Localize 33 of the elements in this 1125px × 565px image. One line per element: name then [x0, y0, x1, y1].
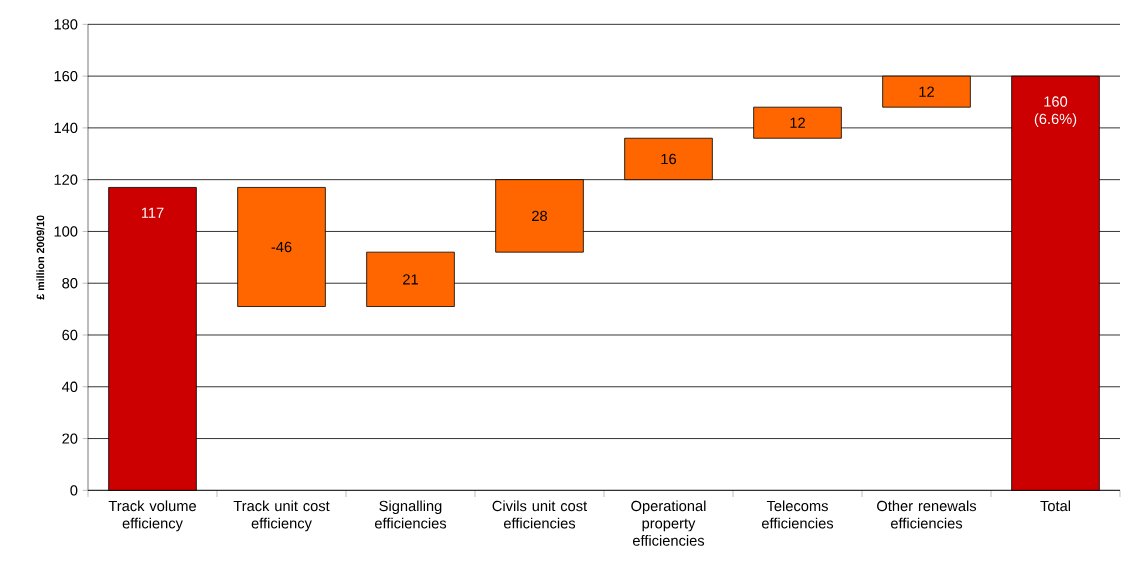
y-tick-label: 20 — [62, 433, 78, 444]
data-label: 16 — [661, 153, 677, 165]
y-tick-label: 0 — [70, 485, 78, 496]
y-tick-label: 160 — [54, 70, 78, 82]
x-tick-label: Other renewals efficiencies — [877, 500, 977, 529]
y-tick-label: 40 — [61, 381, 78, 392]
data-label: 28 — [532, 210, 548, 222]
data-label: 12 — [919, 86, 934, 97]
y-axis-title: £ million 2009/10 — [36, 215, 45, 300]
data-label: 160 (6.6%) — [1034, 96, 1077, 127]
bar — [882, 75, 971, 108]
x-tick-label: Track volume efficiency — [108, 500, 196, 532]
bar — [237, 187, 326, 307]
bar — [366, 251, 455, 307]
bar — [753, 106, 842, 139]
data-label: 117 — [141, 207, 164, 218]
x-tick-label: Operational property efficiencies — [631, 500, 706, 546]
y-tick-label: 120 — [54, 174, 78, 185]
y-tick-label: 60 — [62, 329, 78, 341]
x-tick-label: Total — [1040, 500, 1071, 512]
bar — [624, 137, 713, 181]
y-tick-label: 140 — [54, 122, 78, 134]
x-tick-label: Civils unit cost efficiencies — [492, 500, 588, 529]
y-tick-label: 80 — [62, 278, 78, 289]
x-tick-label: Track unit cost efficiency — [233, 500, 330, 532]
y-tick-label: 180 — [54, 19, 78, 30]
x-tick-label: Telecoms efficiencies — [761, 500, 834, 529]
data-label: 21 — [403, 274, 418, 285]
data-label: -46 — [271, 241, 292, 253]
data-label: 12 — [790, 117, 805, 128]
bar — [495, 179, 584, 253]
y-tick-label: 100 — [54, 226, 78, 237]
x-tick-label: Signalling efficiencies — [374, 500, 447, 529]
